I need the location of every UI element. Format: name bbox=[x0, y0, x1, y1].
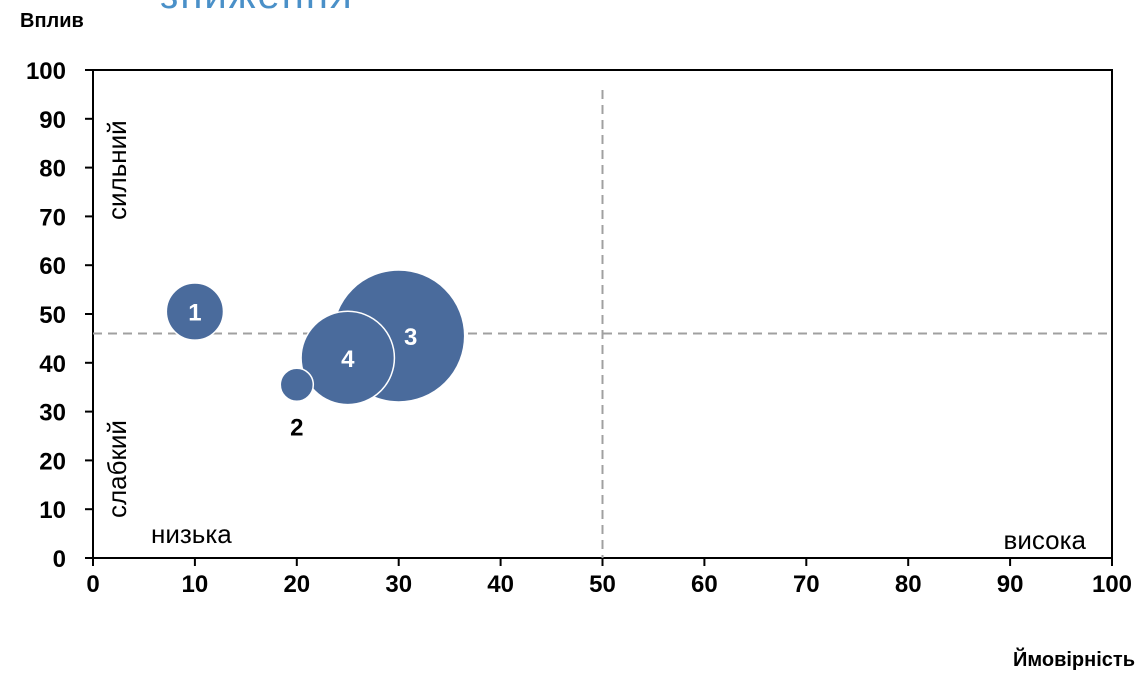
bubble-1 bbox=[165, 282, 225, 341]
y-tick-label: 20 bbox=[39, 448, 66, 475]
quadrant-label-strong: сильний bbox=[102, 120, 132, 220]
axis-ticks: 0 10 20 30 40 50 60 70 80 90 100 0 10 20 30 40 50 60 70 80 9… bbox=[26, 58, 1132, 598]
y-tick-label: 70 bbox=[39, 204, 66, 231]
x-tick-label: 90 bbox=[997, 571, 1024, 598]
x-tick-label: 30 bbox=[385, 571, 412, 598]
y-tick-label: 30 bbox=[39, 400, 66, 427]
y-tick-label: 10 bbox=[39, 497, 66, 524]
bubbles: 3 4 1 2 bbox=[165, 269, 466, 441]
y-tick-label: 40 bbox=[39, 351, 66, 378]
bubble-label-2: 2 bbox=[290, 414, 303, 441]
x-tick-label: 100 bbox=[1092, 571, 1132, 598]
y-tick-label: 50 bbox=[39, 302, 66, 329]
y-axis-title: Вплив bbox=[20, 10, 84, 32]
bubble-label-4: 4 bbox=[341, 346, 355, 373]
chart-title: зниження bbox=[160, 0, 354, 17]
quadrant-labels: сильний слабкий низька висока bbox=[102, 120, 1087, 555]
x-tick-label: 10 bbox=[182, 571, 209, 598]
x-tick-label: 80 bbox=[895, 571, 922, 598]
bubble-label-3: 3 bbox=[404, 324, 417, 351]
y-tick-label: 100 bbox=[26, 58, 66, 85]
x-tick-label: 50 bbox=[589, 571, 616, 598]
y-tick-label: 80 bbox=[39, 156, 66, 183]
x-tick-label: 40 bbox=[487, 571, 514, 598]
y-tick-label: 0 bbox=[53, 546, 66, 573]
y-tick-label: 90 bbox=[39, 107, 66, 134]
quadrant-label-weak: слабкий bbox=[102, 420, 132, 518]
quadrant-label-high: висока bbox=[1004, 525, 1087, 555]
x-tick-label: 0 bbox=[86, 571, 99, 598]
x-tick-label: 20 bbox=[283, 571, 310, 598]
x-tick-label: 70 bbox=[793, 571, 820, 598]
plot-area bbox=[92, 69, 1113, 559]
bubble-label-1: 1 bbox=[188, 300, 201, 327]
x-axis-title: Ймовірність bbox=[1013, 647, 1135, 671]
y-tick-label: 60 bbox=[39, 253, 66, 280]
x-tick-label: 60 bbox=[691, 571, 718, 598]
bubble-2 bbox=[279, 367, 315, 403]
bubble-4 bbox=[300, 310, 396, 406]
quadrant-label-low: низька bbox=[151, 519, 232, 549]
